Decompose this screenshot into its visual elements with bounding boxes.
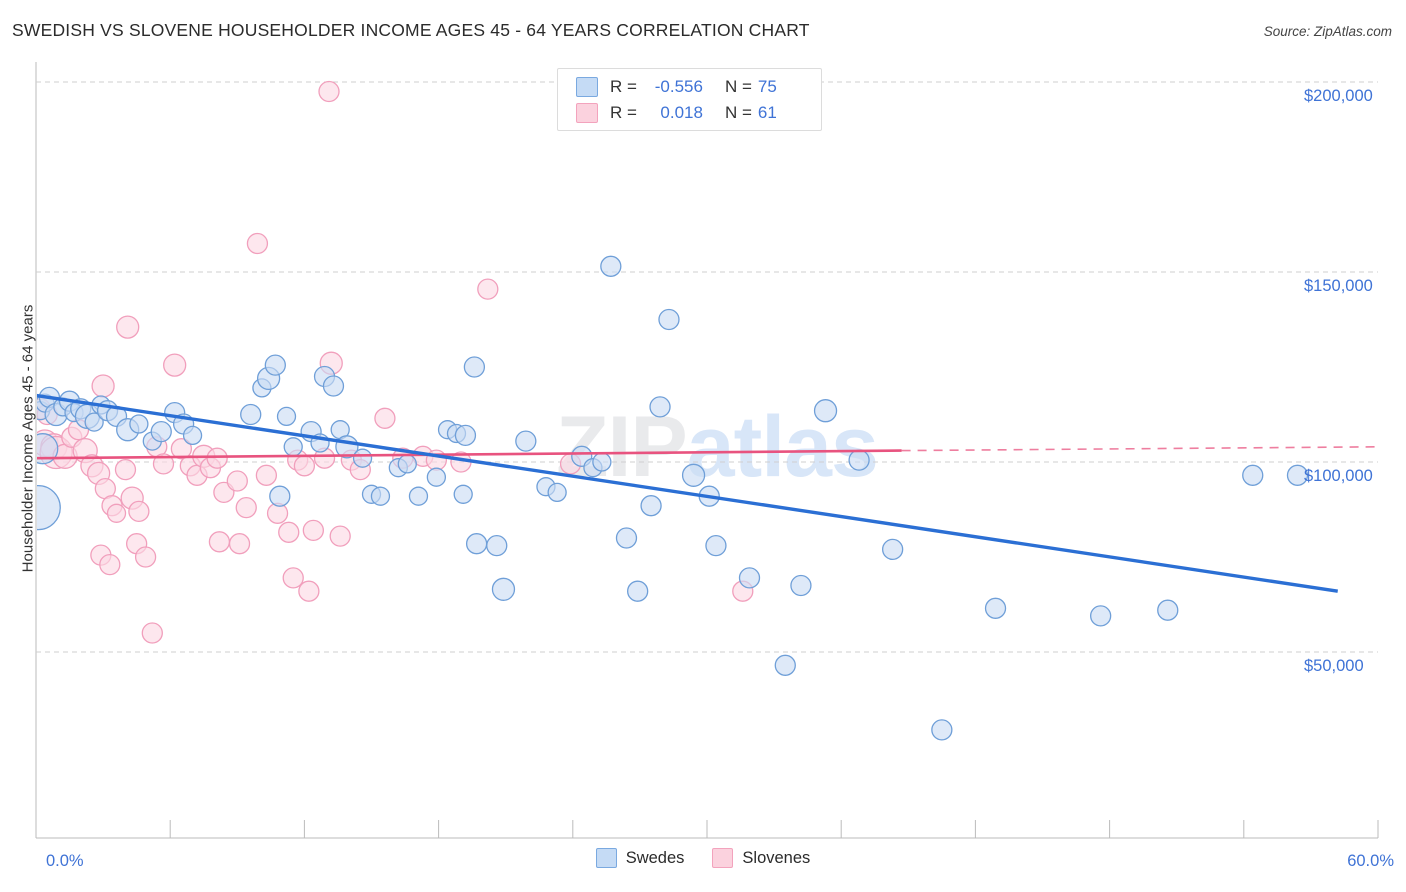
page-title: SWEDISH VS SLOVENE HOUSEHOLDER INCOME AG… — [12, 20, 810, 40]
legend-n-label-slovenes: N = — [724, 103, 752, 122]
legend-n-value-slovenes: 61 — [757, 103, 777, 122]
legend-item-swedes[interactable]: Swedes — [595, 848, 685, 868]
legend-r-label-slovenes: R = — [610, 103, 637, 122]
legend-swatch-swedes — [576, 77, 598, 97]
legend-item-slovenes[interactable]: Slovenes — [712, 848, 810, 868]
legend-r-value-swedes: -0.556 — [654, 77, 703, 96]
y-tick-label-150000: $150,000 — [1304, 277, 1373, 295]
legend-n-value-swedes: 75 — [757, 77, 777, 96]
legend-r-value-slovenes: 0.018 — [660, 103, 703, 122]
source-attribution: Source: ZipAtlas.com — [1263, 24, 1392, 39]
y-tick-label-100000: $100,000 — [1304, 467, 1373, 485]
x-tick-label-max: 60.0% — [1347, 852, 1394, 870]
legend-label-swedes: Swedes — [625, 848, 685, 867]
series-legend: Swedes Slovenes — [0, 848, 1406, 868]
legend-swatch-slovenes-bottom — [712, 848, 734, 868]
legend-row-slovenes: R = 0.018 N = 61 — [576, 100, 777, 126]
correlation-legend: R = -0.556 N = 75 R = 0.018 N = 61 — [557, 68, 822, 131]
legend-n-label-swedes: N = — [724, 77, 752, 96]
y-tick-label-200000: $200,000 — [1304, 87, 1373, 105]
legend-row-swedes: R = -0.556 N = 75 — [576, 74, 777, 100]
legend-swatch-swedes-bottom — [595, 848, 617, 868]
legend-label-slovenes: Slovenes — [742, 848, 811, 867]
x-tick-label-min: 0.0% — [46, 852, 84, 870]
legend-swatch-slovenes — [576, 103, 598, 123]
y-tick-label-50000: $50,000 — [1304, 657, 1364, 675]
legend-r-label-swedes: R = — [610, 77, 637, 96]
